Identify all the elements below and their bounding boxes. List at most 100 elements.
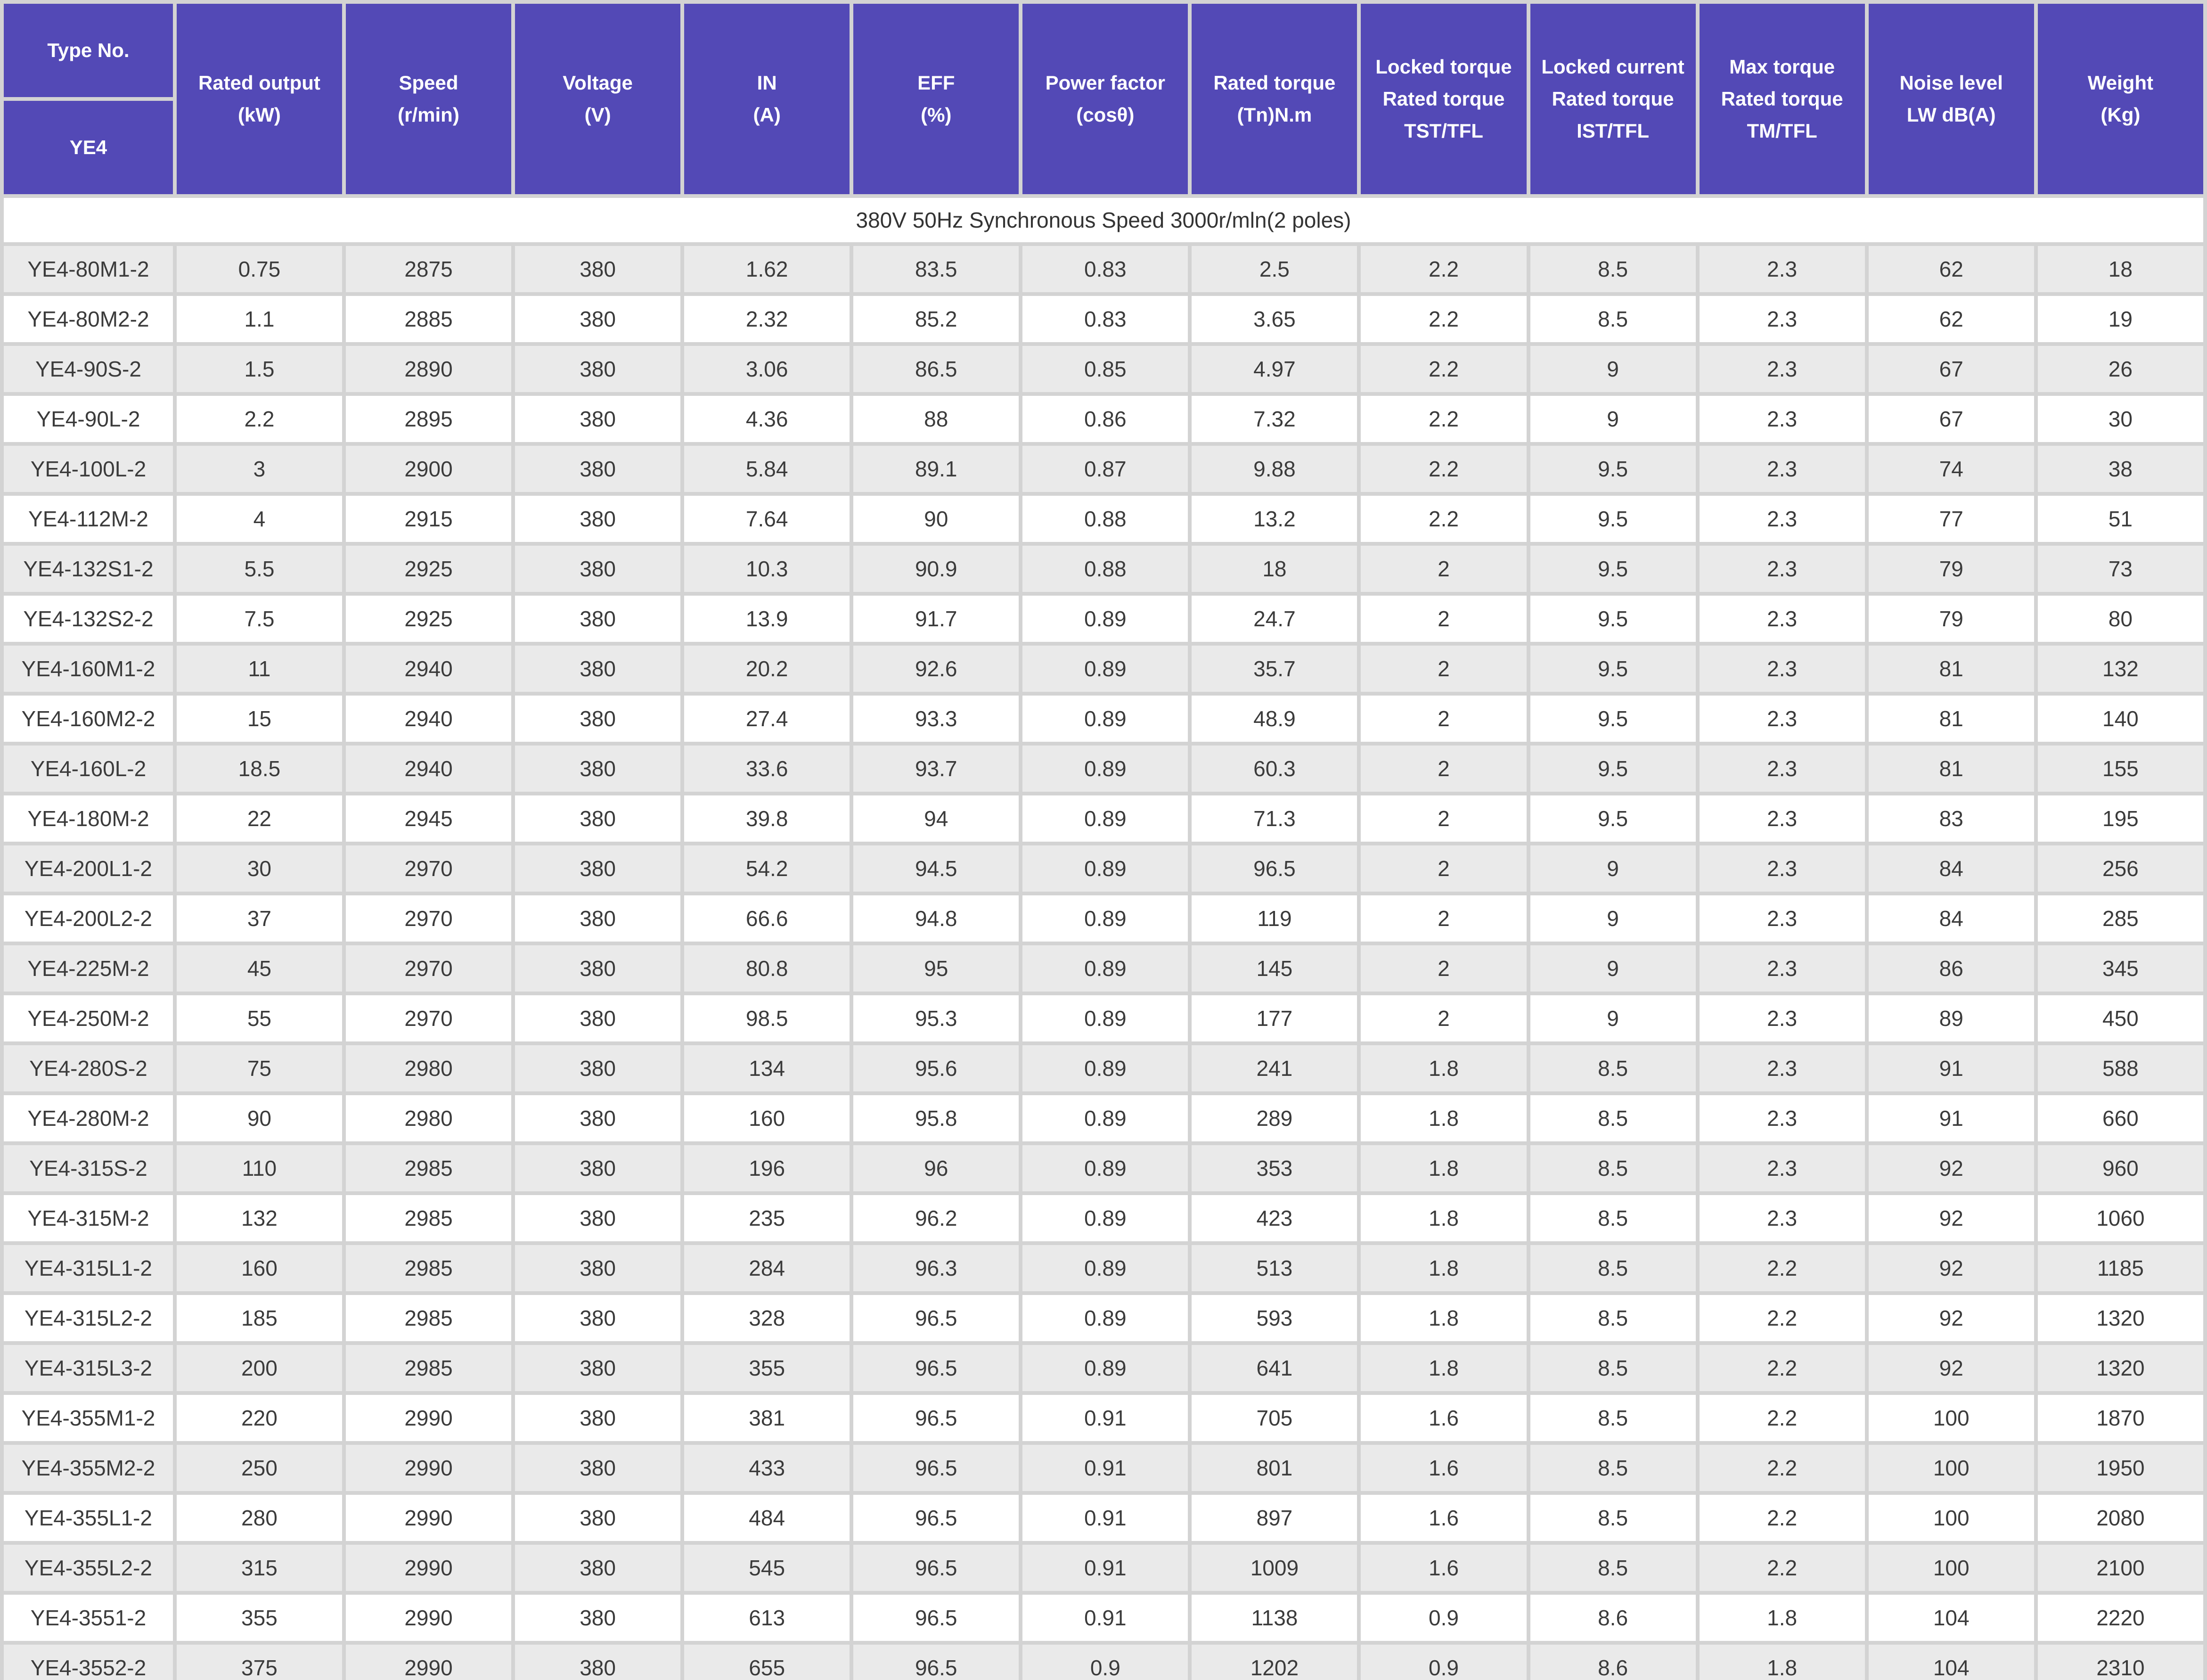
cell-weight: 285 xyxy=(2037,895,2203,942)
cell-power-factor: 0.89 xyxy=(1022,1145,1188,1191)
cell-rated-output: 160 xyxy=(176,1245,342,1291)
cell-voltage: 380 xyxy=(515,246,681,292)
header-line: TST/TFL xyxy=(1404,120,1483,142)
cell-speed: 2990 xyxy=(345,1595,512,1641)
cell-eff: 94.5 xyxy=(853,845,1019,892)
cell-voltage: 380 xyxy=(515,945,681,992)
cell-power-factor: 0.89 xyxy=(1022,945,1188,992)
cell-in-current: 160 xyxy=(684,1095,850,1141)
cell-max-torque: 2.3 xyxy=(1699,396,1865,442)
cell-rated-torque: 48.9 xyxy=(1192,696,1357,742)
cell-power-factor: 0.91 xyxy=(1022,1495,1188,1541)
cell-weight: 1060 xyxy=(2037,1195,2203,1241)
cell-rated-output: 1.5 xyxy=(176,346,342,392)
cell-weight: 1870 xyxy=(2037,1395,2203,1441)
cell-locked-torque: 1.8 xyxy=(1361,1095,1527,1141)
cell-max-torque: 2.2 xyxy=(1699,1545,1865,1591)
cell-type-no: YE4-355M1-2 xyxy=(4,1395,173,1441)
cell-power-factor: 0.85 xyxy=(1022,346,1188,392)
cell-eff: 96.5 xyxy=(853,1595,1019,1641)
cell-weight: 51 xyxy=(2037,496,2203,542)
cell-eff: 96.5 xyxy=(853,1645,1019,1680)
table-row: YE4-280S-2 75 2980 380 134 95.6 0.89 241 1.8 8.5 2… xyxy=(4,1045,2203,1091)
cell-eff: 96.5 xyxy=(853,1545,1019,1591)
cell-voltage: 380 xyxy=(515,1645,681,1680)
cell-eff: 96.5 xyxy=(853,1345,1019,1391)
cell-locked-current: 9.5 xyxy=(1530,446,1696,492)
cell-locked-torque: 2.2 xyxy=(1361,396,1527,442)
cell-type-no: YE4-160M2-2 xyxy=(4,696,173,742)
cell-type-no: YE4-100L-2 xyxy=(4,446,173,492)
cell-type-no: YE4-200L2-2 xyxy=(4,895,173,942)
cell-eff: 91.7 xyxy=(853,596,1019,642)
cell-in-current: 5.84 xyxy=(684,446,850,492)
cell-locked-torque: 1.8 xyxy=(1361,1295,1527,1341)
cell-power-factor: 0.89 xyxy=(1022,1295,1188,1341)
cell-power-factor: 0.89 xyxy=(1022,1045,1188,1091)
header-line: Speed xyxy=(399,71,458,94)
cell-power-factor: 0.83 xyxy=(1022,296,1188,342)
header-line: (Tn)N.m xyxy=(1237,104,1312,126)
cell-max-torque: 2.3 xyxy=(1699,945,1865,992)
cell-locked-torque: 1.8 xyxy=(1361,1195,1527,1241)
cell-max-torque: 2.2 xyxy=(1699,1395,1865,1441)
cell-noise-level: 84 xyxy=(1868,895,2034,942)
table-row: YE4-355L1-2 280 2990 380 484 96.5 0.91 897 1.6 8.… xyxy=(4,1495,2203,1541)
table-row: YE4-90L-2 2.2 2895 380 4.36 88 0.86 7.32 2.2 9 2.3… xyxy=(4,396,2203,442)
cell-locked-current: 8.5 xyxy=(1530,1295,1696,1341)
cell-rated-torque: 3.65 xyxy=(1192,296,1357,342)
cell-rated-output: 1.1 xyxy=(176,296,342,342)
cell-noise-level: 92 xyxy=(1868,1345,2034,1391)
cell-rated-torque: 96.5 xyxy=(1192,845,1357,892)
cell-locked-current: 9.5 xyxy=(1530,496,1696,542)
cell-eff: 89.1 xyxy=(853,446,1019,492)
cell-speed: 2980 xyxy=(345,1095,512,1141)
table-row: YE4-80M2-2 1.1 2885 380 2.32 85.2 0.83 3.65 2.2 8… xyxy=(4,296,2203,342)
cell-rated-torque: 4.97 xyxy=(1192,346,1357,392)
header-line: (cosθ) xyxy=(1076,104,1135,126)
cell-locked-current: 8.6 xyxy=(1530,1595,1696,1641)
cell-speed: 2985 xyxy=(345,1195,512,1241)
cell-rated-output: 250 xyxy=(176,1445,342,1491)
header-cell-speed: Speed (r/min) xyxy=(345,4,512,194)
cell-locked-current: 8.5 xyxy=(1530,1145,1696,1191)
cell-eff: 94 xyxy=(853,795,1019,842)
cell-max-torque: 2.3 xyxy=(1699,1095,1865,1141)
header-line: Locked torque xyxy=(1375,55,1512,78)
cell-max-torque: 2.3 xyxy=(1699,296,1865,342)
header-line: Power factor xyxy=(1045,71,1166,94)
cell-in-current: 2.32 xyxy=(684,296,850,342)
cell-power-factor: 0.89 xyxy=(1022,696,1188,742)
cell-eff: 96.5 xyxy=(853,1295,1019,1341)
cell-eff: 90 xyxy=(853,496,1019,542)
header-line: Rated torque xyxy=(1382,87,1505,110)
cell-rated-torque: 1009 xyxy=(1192,1545,1357,1591)
cell-in-current: 433 xyxy=(684,1445,850,1491)
cell-max-torque: 2.3 xyxy=(1699,346,1865,392)
cell-rated-output: 220 xyxy=(176,1395,342,1441)
header-line: (kW) xyxy=(237,104,281,126)
cell-voltage: 380 xyxy=(515,1045,681,1091)
table-row: YE4-315S-2 110 2985 380 196 96 0.89 353 1.8 8.5 2.… xyxy=(4,1145,2203,1191)
header-line: Rated torque xyxy=(1213,71,1336,94)
header-line: Rated torque xyxy=(1721,87,1843,110)
cell-speed: 2925 xyxy=(345,546,512,592)
cell-locked-current: 9 xyxy=(1530,346,1696,392)
cell-type-no: YE4-3551-2 xyxy=(4,1595,173,1641)
cell-power-factor: 0.88 xyxy=(1022,496,1188,542)
cell-rated-output: 2.2 xyxy=(176,396,342,442)
cell-voltage: 380 xyxy=(515,895,681,942)
cell-noise-level: 62 xyxy=(1868,296,2034,342)
cell-weight: 26 xyxy=(2037,346,2203,392)
cell-eff: 96.5 xyxy=(853,1395,1019,1441)
cell-power-factor: 0.89 xyxy=(1022,895,1188,942)
cell-in-current: 484 xyxy=(684,1495,850,1541)
header-line: EFF xyxy=(917,71,955,94)
cell-type-no: YE4-180M-2 xyxy=(4,795,173,842)
cell-max-torque: 2.3 xyxy=(1699,1145,1865,1191)
cell-max-torque: 1.8 xyxy=(1699,1645,1865,1680)
cell-weight: 1320 xyxy=(2037,1345,2203,1391)
cell-eff: 85.2 xyxy=(853,296,1019,342)
cell-power-factor: 0.9 xyxy=(1022,1645,1188,1680)
